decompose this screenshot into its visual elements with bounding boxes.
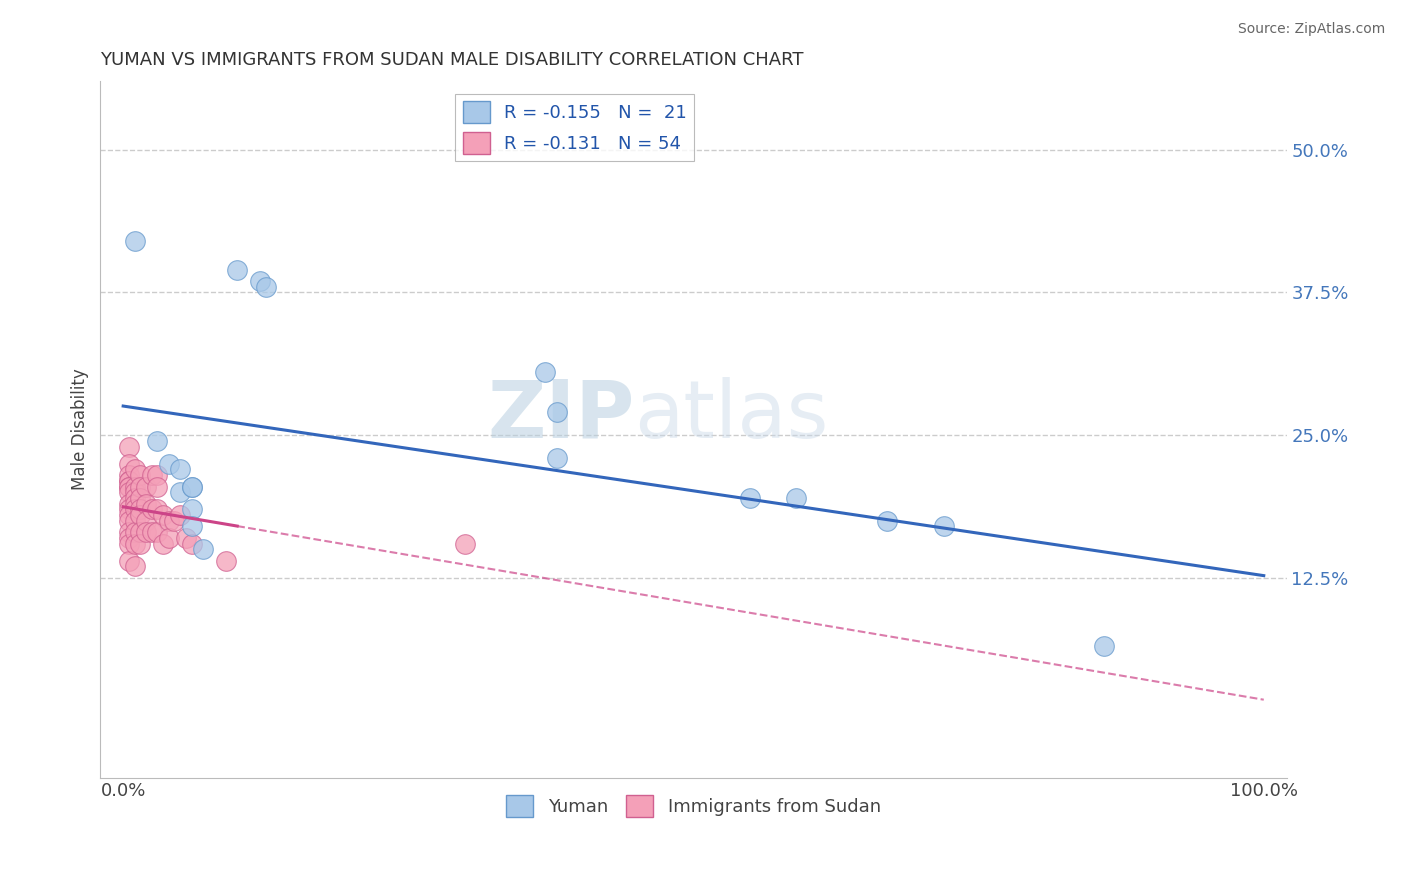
Point — [180, 479, 202, 493]
Point — [141, 468, 163, 483]
Text: ZIP: ZIP — [486, 376, 634, 455]
Point — [152, 508, 174, 522]
Point — [180, 502, 202, 516]
Point — [180, 536, 202, 550]
Point — [124, 479, 146, 493]
Point — [169, 485, 191, 500]
Point — [129, 536, 152, 550]
Point — [249, 274, 271, 288]
Point — [129, 479, 152, 493]
Point — [118, 474, 141, 488]
Point — [118, 525, 141, 540]
Point — [934, 519, 956, 533]
Point — [546, 405, 568, 419]
Point — [1092, 640, 1115, 654]
Point — [124, 559, 146, 574]
Text: atlas: atlas — [634, 376, 828, 455]
Point — [118, 468, 141, 483]
Point — [118, 536, 141, 550]
Point — [534, 365, 557, 379]
Point — [141, 502, 163, 516]
Point — [191, 542, 214, 557]
Point — [124, 497, 146, 511]
Point — [152, 536, 174, 550]
Point — [124, 491, 146, 505]
Point — [129, 508, 152, 522]
Point — [180, 479, 202, 493]
Point — [124, 536, 146, 550]
Point — [118, 531, 141, 545]
Point — [118, 457, 141, 471]
Text: Source: ZipAtlas.com: Source: ZipAtlas.com — [1237, 22, 1385, 37]
Point — [740, 491, 762, 505]
Point — [226, 262, 249, 277]
Point — [118, 440, 141, 454]
Point — [146, 479, 169, 493]
Point — [118, 485, 141, 500]
Point — [174, 531, 197, 545]
Y-axis label: Male Disability: Male Disability — [72, 368, 89, 491]
Point — [118, 502, 141, 516]
Point — [135, 525, 157, 540]
Point — [118, 474, 141, 488]
Point — [124, 502, 146, 516]
Point — [129, 502, 152, 516]
Point — [124, 514, 146, 528]
Point — [254, 280, 277, 294]
Point — [118, 497, 141, 511]
Point — [118, 508, 141, 522]
Point — [180, 519, 202, 533]
Point — [124, 485, 146, 500]
Point — [146, 525, 169, 540]
Point — [135, 479, 157, 493]
Point — [169, 508, 191, 522]
Point — [146, 468, 169, 483]
Point — [124, 234, 146, 248]
Point — [118, 514, 141, 528]
Point — [157, 531, 180, 545]
Point — [135, 514, 157, 528]
Point — [129, 525, 152, 540]
Point — [215, 554, 238, 568]
Point — [454, 536, 477, 550]
Point — [129, 491, 152, 505]
Point — [146, 434, 169, 448]
Point — [129, 468, 152, 483]
Point — [146, 502, 169, 516]
Point — [118, 479, 141, 493]
Point — [124, 525, 146, 540]
Point — [157, 457, 180, 471]
Point — [169, 462, 191, 476]
Point — [157, 514, 180, 528]
Point — [141, 525, 163, 540]
Point — [163, 514, 186, 528]
Legend: Yuman, Immigrants from Sudan: Yuman, Immigrants from Sudan — [499, 788, 889, 824]
Point — [118, 554, 141, 568]
Point — [785, 491, 807, 505]
Point — [876, 514, 898, 528]
Point — [546, 450, 568, 465]
Point — [124, 462, 146, 476]
Point — [135, 497, 157, 511]
Point — [118, 479, 141, 493]
Text: YUMAN VS IMMIGRANTS FROM SUDAN MALE DISABILITY CORRELATION CHART: YUMAN VS IMMIGRANTS FROM SUDAN MALE DISA… — [100, 51, 804, 69]
